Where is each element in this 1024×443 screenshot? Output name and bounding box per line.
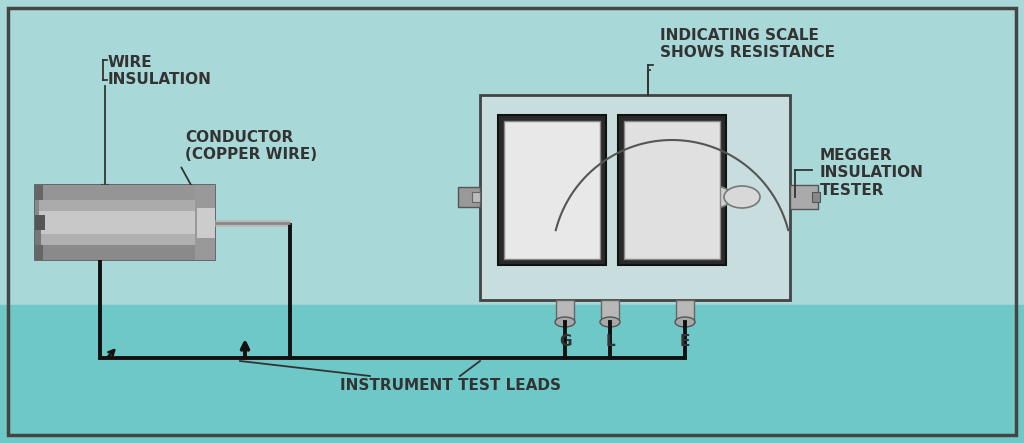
Bar: [504, 121, 600, 259]
Bar: [37, 185, 213, 200]
Text: INSTRUMENT TEST LEADS: INSTRUMENT TEST LEADS: [340, 378, 560, 393]
Bar: [458, 187, 480, 207]
Bar: [37, 230, 213, 245]
Ellipse shape: [724, 186, 760, 208]
Bar: [37, 245, 213, 260]
Bar: [35, 185, 215, 260]
Bar: [0, 0, 1024, 305]
Bar: [35, 185, 43, 200]
Bar: [35, 230, 41, 245]
Ellipse shape: [600, 317, 620, 327]
Text: WIRE
INSULATION: WIRE INSULATION: [108, 55, 212, 87]
Bar: [498, 115, 606, 265]
Text: L: L: [605, 334, 614, 349]
Bar: [601, 300, 618, 322]
Bar: [37, 211, 213, 234]
Bar: [35, 215, 45, 230]
Bar: [0, 305, 1024, 443]
Bar: [37, 215, 213, 230]
Text: CONDUCTOR
(COPPER WIRE): CONDUCTOR (COPPER WIRE): [185, 130, 317, 163]
Bar: [618, 115, 726, 265]
Bar: [195, 185, 215, 260]
Bar: [35, 200, 39, 215]
Bar: [556, 300, 574, 322]
Ellipse shape: [696, 186, 732, 208]
Bar: [37, 200, 213, 215]
Text: E: E: [680, 334, 690, 349]
Ellipse shape: [675, 317, 695, 327]
Bar: [480, 95, 790, 300]
Bar: [812, 192, 820, 202]
Text: INDICATING SCALE
SHOWS RESISTANCE: INDICATING SCALE SHOWS RESISTANCE: [660, 28, 835, 60]
Bar: [472, 192, 480, 202]
Bar: [676, 300, 694, 322]
Bar: [35, 245, 43, 260]
Text: G: G: [559, 334, 571, 349]
Bar: [197, 207, 215, 237]
Text: MEGGER
INSULATION
TESTER: MEGGER INSULATION TESTER: [820, 148, 924, 198]
Bar: [790, 185, 818, 209]
Bar: [624, 121, 720, 259]
Ellipse shape: [555, 317, 575, 327]
